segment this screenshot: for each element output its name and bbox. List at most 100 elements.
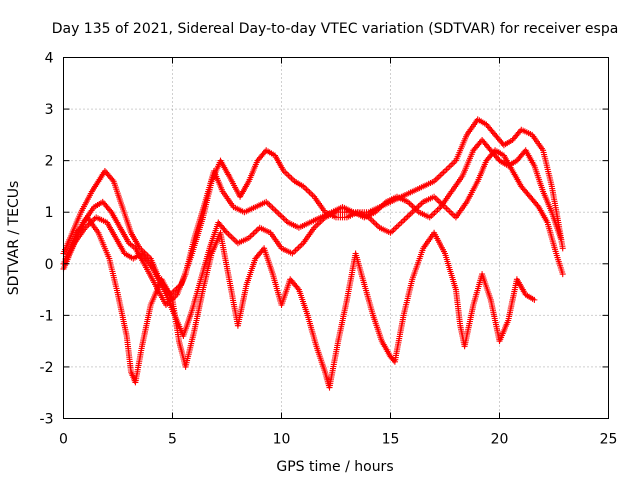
series-trace-1	[60, 116, 566, 298]
data-point-plus	[391, 314, 407, 365]
data-point-plus	[398, 210, 414, 226]
data-point-plus	[95, 229, 112, 260]
data-point-plus	[483, 121, 497, 137]
data-point-plus	[531, 162, 546, 193]
data-point-plus	[300, 183, 316, 199]
x-tick-label: 15	[382, 432, 400, 448]
data-point-plus	[394, 193, 410, 204]
data-point-plus	[492, 147, 506, 158]
data-point-plus	[335, 298, 350, 345]
data-point-plus	[431, 169, 447, 185]
data-point-plus	[559, 245, 566, 252]
x-tick-label: 0	[59, 432, 68, 448]
data-point-plus	[387, 221, 403, 236]
data-point-plus	[274, 209, 290, 225]
data-point-plus	[409, 184, 425, 195]
data-point-plus	[224, 229, 240, 245]
data-point-plus	[191, 288, 206, 334]
data-point-plus	[88, 169, 107, 195]
data-point-plus	[117, 224, 131, 245]
data-point-plus	[354, 209, 370, 220]
data-point-plus	[361, 281, 376, 317]
data-point-plus	[160, 286, 177, 317]
data-point-plus	[474, 116, 488, 127]
data-point-plus	[141, 260, 158, 286]
data-point-plus	[106, 255, 121, 296]
data-point-plus	[234, 283, 250, 329]
data-point-plus	[553, 250, 566, 275]
y-tick-label: -3	[40, 412, 54, 428]
data-point-plus	[420, 194, 436, 205]
y-tick-label: 3	[45, 102, 54, 118]
data-point-plus	[522, 147, 537, 168]
data-point-plus	[217, 157, 232, 178]
data-point-plus	[540, 147, 555, 188]
data-point-plus	[500, 152, 515, 173]
data-point-plus	[557, 235, 564, 241]
data-point-plus	[548, 209, 563, 239]
y-tick-label: 4	[45, 51, 54, 67]
data-point-plus	[121, 250, 135, 261]
series-trace-3	[60, 147, 566, 339]
data-point-plus	[112, 235, 127, 255]
data-point-plus	[130, 251, 144, 262]
data-point-plus	[487, 296, 503, 343]
y-tick-label: -1	[40, 308, 54, 324]
data-point-plus	[104, 219, 118, 240]
data-point-plus	[93, 214, 109, 225]
x-tick-label: 20	[491, 432, 509, 448]
y-axis-label: SDTVAR / TECUs	[6, 181, 22, 296]
data-point-plus	[463, 118, 480, 138]
x-tick-label: 5	[168, 432, 177, 448]
x-tick-label: 10	[273, 432, 291, 448]
data-point-plus	[300, 226, 316, 247]
data-point-plus	[128, 229, 142, 250]
data-point-plus	[513, 276, 528, 296]
data-point-plus	[420, 179, 436, 190]
data-point-plus	[226, 173, 243, 198]
y-tick-label: 1	[45, 205, 54, 221]
data-point-plus	[376, 224, 392, 235]
data-point-plus	[522, 291, 536, 302]
data-point-plus	[509, 128, 524, 143]
data-point-plus	[372, 200, 388, 216]
data-point-plus	[448, 174, 465, 195]
data-point-plus	[431, 229, 447, 255]
data-point-plus	[241, 204, 257, 216]
data-point-plus	[123, 333, 134, 373]
data-point-plus	[289, 241, 305, 257]
data-point-plus	[147, 278, 164, 308]
data-point-plus	[115, 291, 130, 337]
data-point-plus	[500, 138, 514, 149]
y-tick-label: 0	[45, 257, 54, 273]
data-point-plus	[206, 221, 221, 252]
data-point-plus	[169, 296, 182, 342]
data-point-plus	[132, 345, 145, 386]
data-point-plus	[67, 211, 84, 241]
data-point-plus	[442, 159, 458, 174]
data-point-plus	[62, 231, 79, 262]
data-point-plus	[182, 330, 197, 370]
data-point-plus	[365, 214, 381, 230]
data-point-plus	[200, 252, 215, 293]
data-point-plus	[197, 247, 212, 283]
data-point-plus	[409, 200, 425, 216]
data-point-plus	[518, 126, 534, 137]
data-point-plus	[535, 204, 550, 224]
data-point-plus	[119, 204, 134, 234]
data-point-plus	[267, 229, 284, 250]
data-point-plus	[245, 159, 260, 185]
data-point-plus	[452, 286, 463, 327]
data-point-plus	[263, 198, 279, 214]
data-point-plus	[311, 215, 327, 231]
data-point-plus	[182, 237, 197, 278]
data-point-plus	[295, 220, 311, 231]
data-point-plus	[383, 194, 399, 205]
data-point-plus	[548, 183, 561, 224]
data-point-plus	[219, 188, 236, 209]
data-point-plus	[136, 245, 153, 261]
data-point-plus	[304, 312, 319, 348]
data-point-plus	[110, 178, 125, 209]
data-point-plus	[431, 193, 447, 209]
